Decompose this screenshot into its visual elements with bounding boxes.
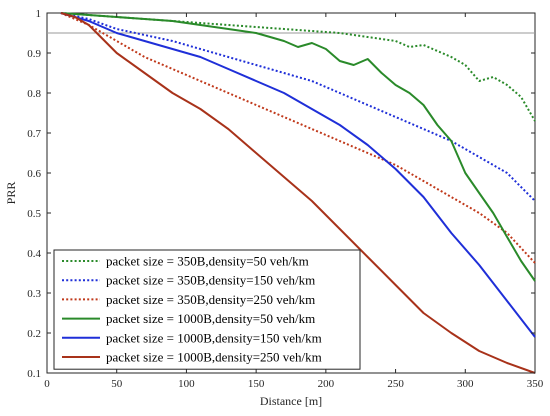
legend-label-5: packet size = 1000B,density=150 veh/km [106, 330, 322, 345]
series-line-6 [60, 12, 536, 374]
x-tick-label: 300 [457, 378, 474, 390]
series-line-5 [60, 12, 536, 338]
x-tick-label: 200 [318, 378, 335, 390]
y-tick-label: 0.2 [27, 328, 41, 340]
legend-label-3: packet size = 350B,density=250 veh/km [106, 292, 315, 307]
series-line-3 [60, 12, 536, 264]
y-tick-label: 0.6 [27, 168, 41, 180]
series-line-4 [60, 12, 536, 282]
y-tick-label: 0.5 [27, 208, 41, 220]
x-tick-label: 250 [387, 378, 404, 390]
x-tick-label: 350 [527, 378, 544, 390]
x-tick-label: 150 [248, 378, 265, 390]
y-tick-label: 0.4 [27, 248, 41, 260]
legend-label-2: packet size = 350B,density=150 veh/km [106, 273, 315, 288]
legend-label-6: packet size = 1000B,density=250 veh/km [106, 350, 322, 365]
legend: packet size = 350B,density=50 veh/km pack… [53, 249, 361, 370]
legend-box [53, 249, 361, 370]
legend-label-4: packet size = 1000B,density=50 veh/km [106, 311, 315, 326]
y-tick-label: 0.1 [27, 368, 41, 380]
x-tick-label: 50 [111, 378, 123, 390]
y-tick-label: 0.7 [27, 128, 41, 140]
x-tick-label: 100 [178, 378, 195, 390]
y-tick-label: 1 [36, 8, 42, 20]
y-tick-label: 0.9 [27, 48, 41, 60]
y-tick-label: 0.3 [27, 288, 41, 300]
legend-label-1: packet size = 350B,density=50 veh/km [106, 254, 309, 269]
series-line-2 [60, 12, 536, 202]
y-axis-label: PRR [4, 182, 18, 205]
y-tick-label: 0.8 [27, 88, 41, 100]
x-axis-label: Distance [m] [260, 394, 322, 408]
x-tick-label: 0 [44, 378, 50, 390]
